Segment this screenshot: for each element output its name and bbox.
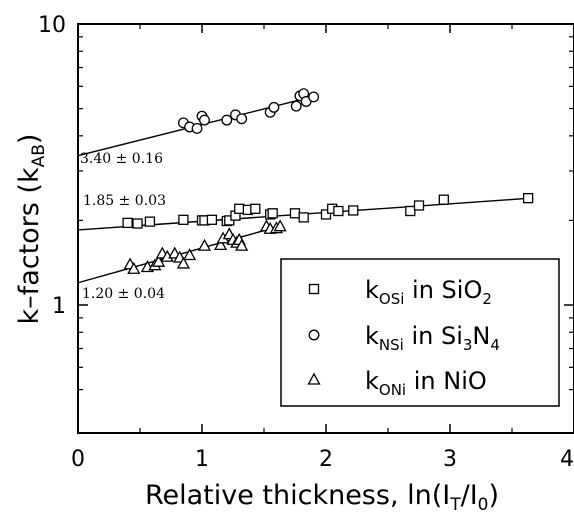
x-tick-label: 2 bbox=[319, 447, 333, 472]
data-point-circle bbox=[308, 329, 320, 341]
legend-entry-nsi: kNSi in Si3N4 bbox=[365, 322, 500, 354]
x-tick-label: 3 bbox=[443, 447, 457, 472]
legend-symbols bbox=[307, 283, 321, 385]
data-point-triangle bbox=[183, 248, 197, 261]
data-point-square bbox=[250, 203, 261, 214]
data-point-square bbox=[178, 214, 189, 225]
legend-box bbox=[280, 258, 560, 407]
annotation-nsi-intercept: 3.40 ± 0.16 bbox=[80, 151, 163, 167]
data-point-square bbox=[144, 216, 156, 227]
data-point-circle bbox=[236, 113, 248, 125]
data-point-square bbox=[122, 217, 133, 229]
data-point-triangle bbox=[197, 238, 212, 251]
annotation-oni-intercept: 1.20 ± 0.04 bbox=[82, 286, 165, 302]
y-tick-label: 1 bbox=[52, 294, 66, 319]
data-point-square bbox=[234, 203, 245, 214]
data-point-circle bbox=[290, 100, 302, 112]
data-point-square bbox=[289, 208, 301, 219]
data-point-square bbox=[320, 209, 332, 220]
data-point-triangle bbox=[273, 219, 287, 232]
data-point-circle bbox=[268, 101, 280, 113]
data-point-circle bbox=[308, 91, 320, 103]
legend: kOSi in SiO2 kNSi in Si3N4 kONi in NiO bbox=[280, 258, 560, 407]
data-point-square bbox=[522, 193, 534, 204]
data-markers bbox=[122, 88, 534, 274]
data-point-square bbox=[308, 283, 320, 295]
axis-ticks: 0 1 2 3 4 1 10 bbox=[38, 13, 574, 472]
data-point-square bbox=[348, 205, 359, 216]
x-tick-label: 0 bbox=[71, 447, 85, 472]
x-tick-label: 1 bbox=[195, 447, 209, 472]
data-point-square bbox=[132, 218, 143, 229]
legend-entry-oni: kONi in NiO bbox=[365, 367, 487, 399]
x-tick-label: 4 bbox=[560, 447, 574, 472]
y-axis-label: k–factors (kAB) bbox=[14, 134, 49, 325]
data-point-triangle bbox=[176, 256, 190, 269]
y-tick-label: 10 bbox=[38, 13, 66, 38]
data-point-square bbox=[413, 200, 425, 211]
annotation-osi-intercept: 1.85 ± 0.03 bbox=[83, 193, 166, 209]
data-point-triangle bbox=[235, 238, 249, 251]
data-point-circle bbox=[191, 122, 203, 134]
data-point-square bbox=[267, 208, 278, 219]
legend-entry-osi: kOSi in SiO2 bbox=[365, 276, 492, 308]
data-point-square bbox=[405, 205, 416, 217]
fit-lines bbox=[77, 95, 531, 284]
data-point-triangle bbox=[214, 238, 228, 251]
data-point-square bbox=[333, 205, 344, 217]
data-point-square bbox=[298, 212, 309, 223]
data-point-circle bbox=[199, 114, 210, 126]
x-axis-label: Relative thickness, ln(IT/I0) bbox=[145, 480, 499, 515]
data-point-triangle bbox=[307, 372, 321, 385]
data-point-square bbox=[206, 214, 218, 225]
data-point-square bbox=[438, 194, 449, 205]
data-point-circle bbox=[221, 114, 233, 126]
data-point-triangle bbox=[127, 261, 141, 274]
